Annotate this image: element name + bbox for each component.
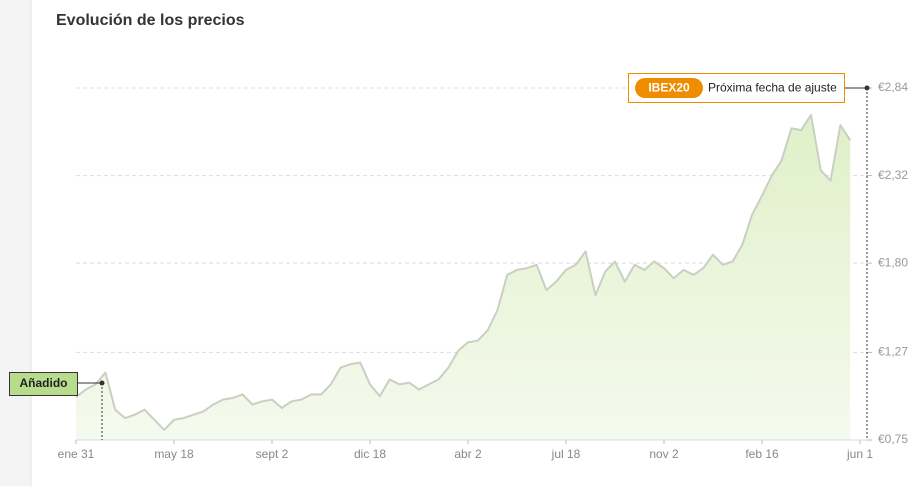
y-tick-label: €2,32 — [878, 168, 908, 182]
x-tick-label: sept 2 — [256, 447, 289, 461]
y-tick-label: €1,27 — [878, 345, 908, 359]
x-tick-label: jun 1 — [846, 447, 873, 461]
x-tick-label: ene 31 — [58, 447, 95, 461]
chart-title: Evolución de los precios — [56, 12, 245, 29]
plot — [75, 113, 852, 441]
x-tick-label: nov 2 — [649, 447, 679, 461]
added-label: Añadido — [20, 376, 68, 390]
y-tick-label: €0,75 — [878, 432, 908, 446]
adjust-label: Próxima fecha de ajuste — [708, 81, 837, 95]
badge-label: IBEX20 — [648, 81, 690, 95]
x-tick-label: dic 18 — [354, 447, 386, 461]
x-tick-label: may 18 — [154, 447, 194, 461]
grid: €0,75 €1,27 €1,80 €2,32 €2,84 ene 31 may 18 sep… — [58, 80, 909, 461]
area — [76, 114, 851, 441]
side-strip — [0, 0, 31, 486]
x-tick-label: jul 18 — [551, 447, 581, 461]
adjust-dot — [864, 85, 870, 91]
added-dot — [99, 380, 105, 386]
y-tick-label: €1,80 — [878, 255, 908, 269]
added-label-box — [9, 372, 78, 396]
line — [75, 113, 852, 431]
x-tick-label: abr 2 — [454, 447, 482, 461]
y-tick-label: €2,84 — [878, 80, 908, 94]
x-tick-label: feb 16 — [745, 447, 779, 461]
badge — [635, 78, 703, 98]
